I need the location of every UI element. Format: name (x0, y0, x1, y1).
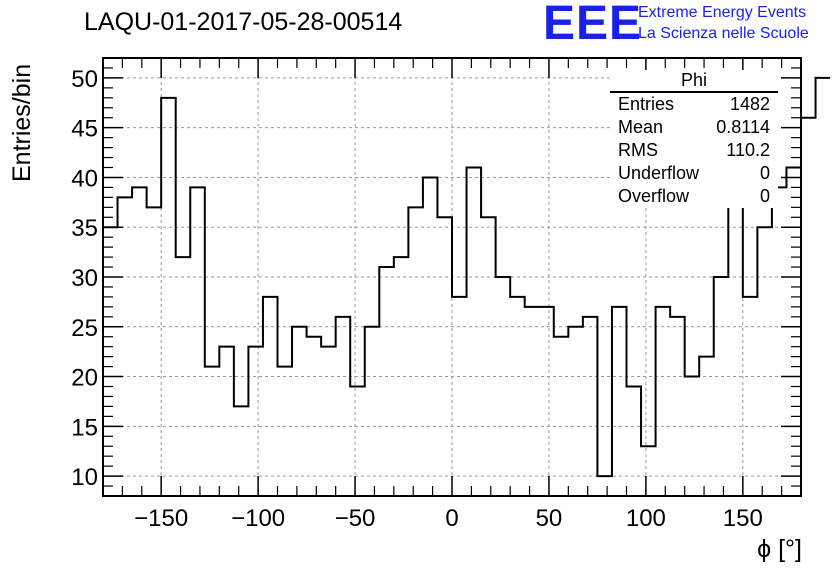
x-tick-label: 150 (723, 505, 763, 532)
stats-row: Entries 1482 (610, 93, 778, 116)
logo-text-line1: Extreme Energy Events (638, 4, 807, 21)
y-tick-label: 15 (71, 414, 98, 441)
stats-row: Underflow 0 (610, 162, 778, 185)
histogram-outline (103, 76, 831, 478)
histogram-bin (772, 187, 787, 496)
stats-label: Mean (618, 117, 664, 137)
histogram-bin (423, 177, 438, 496)
stats-box-title: Phi (610, 70, 778, 93)
histogram-bin (481, 217, 496, 496)
histogram-bin (801, 118, 816, 496)
histogram-bin (321, 347, 336, 496)
histogram-bin (743, 297, 758, 496)
histogram-bin (234, 406, 249, 496)
histogram-bin (656, 307, 671, 496)
tick-labels: −150 −100 −50 0 50 100 150 10 15 20 25 30 35 40 45 50 (71, 66, 763, 532)
histogram-bin (568, 327, 583, 496)
stats-label: Underflow (618, 163, 700, 183)
histogram-bin (365, 327, 380, 496)
histogram-bin (467, 168, 482, 497)
histogram-bin (525, 307, 540, 496)
histogram-bin (307, 337, 322, 496)
eee-logo: EEE (543, 0, 643, 50)
y-tick-label: 10 (71, 464, 98, 491)
histogram-bin (728, 187, 743, 496)
histogram-bin (699, 357, 714, 496)
histogram-bin (278, 367, 293, 496)
histogram-bin (263, 297, 278, 496)
y-tick-label: 50 (71, 66, 98, 93)
histogram-bin (539, 307, 554, 496)
y-tick-label: 20 (71, 365, 98, 392)
stats-value: 1482 (729, 94, 770, 114)
histogram-bin (437, 217, 452, 496)
histogram-bin (161, 98, 176, 496)
histogram-bin (714, 277, 729, 496)
histogram-bin (190, 187, 205, 496)
stats-box: Phi Entries 1482 Mean 0.8114 RMS 110.2 U… (610, 70, 778, 208)
y-tick-label: 25 (71, 315, 98, 342)
histogram-bin (496, 277, 511, 496)
x-tick-label: −150 (134, 505, 188, 532)
histogram-bin (670, 317, 685, 496)
x-tick-label: 50 (536, 505, 563, 532)
y-tick-label: 30 (71, 265, 98, 292)
histogram-bin (147, 207, 162, 496)
y-tick-label: 45 (71, 116, 98, 143)
y-axis-label: Entries/bin (8, 63, 36, 182)
histogram-bin (583, 317, 598, 496)
histogram-bin (597, 476, 612, 496)
histogram-bin (205, 367, 220, 496)
histogram-bin (350, 387, 365, 497)
histogram-bin (292, 327, 307, 496)
x-axis-label: ϕ [°] (757, 535, 802, 563)
axis-ticks (102, 57, 802, 496)
histogram-bin (510, 297, 525, 496)
stats-label: Entries (618, 94, 675, 114)
x-tick-label: −100 (231, 505, 285, 532)
histogram-bin (132, 187, 147, 496)
histogram-bin (641, 446, 656, 496)
x-tick-label: 100 (626, 505, 666, 532)
y-axis-label-wrap: Entries/bin (8, 64, 38, 183)
histogram-bin (336, 317, 351, 496)
histogram-bin (219, 347, 234, 496)
histogram-bin (612, 307, 627, 496)
histogram-bin (627, 387, 642, 497)
stats-value: 110.2 (726, 140, 770, 160)
histogram-bin (554, 337, 569, 496)
histogram-bin (685, 377, 700, 496)
histogram-bin (757, 227, 772, 496)
histogram-bin (379, 267, 394, 496)
x-tick-label: −50 (335, 505, 376, 532)
stats-value: 0.8114 (716, 117, 770, 137)
stats-row: Mean 0.8114 (610, 116, 778, 139)
histogram-bin (118, 197, 133, 496)
x-tick-label: 0 (445, 505, 458, 532)
plot-title: LAQU-01-2017-05-28-00514 (84, 8, 403, 36)
stats-label: RMS (618, 140, 658, 160)
histogram-bin (408, 207, 423, 496)
y-tick-label: 35 (71, 215, 98, 242)
y-tick-label: 40 (71, 165, 98, 192)
logo-text-line2: La Scienza nelle Scuole (638, 25, 809, 42)
histogram-bin (176, 257, 191, 496)
histogram-bin (452, 297, 467, 496)
stats-label: Overflow (618, 186, 690, 206)
histogram-bin (394, 257, 409, 496)
stats-value: 0 (759, 163, 770, 183)
histogram-bin (248, 347, 263, 496)
histogram-bin (816, 78, 831, 496)
stats-value: 0 (759, 186, 770, 206)
plot-frame (102, 57, 802, 497)
stats-row: RMS 110.2 (610, 139, 778, 162)
stats-row: Overflow 0 (610, 185, 778, 208)
